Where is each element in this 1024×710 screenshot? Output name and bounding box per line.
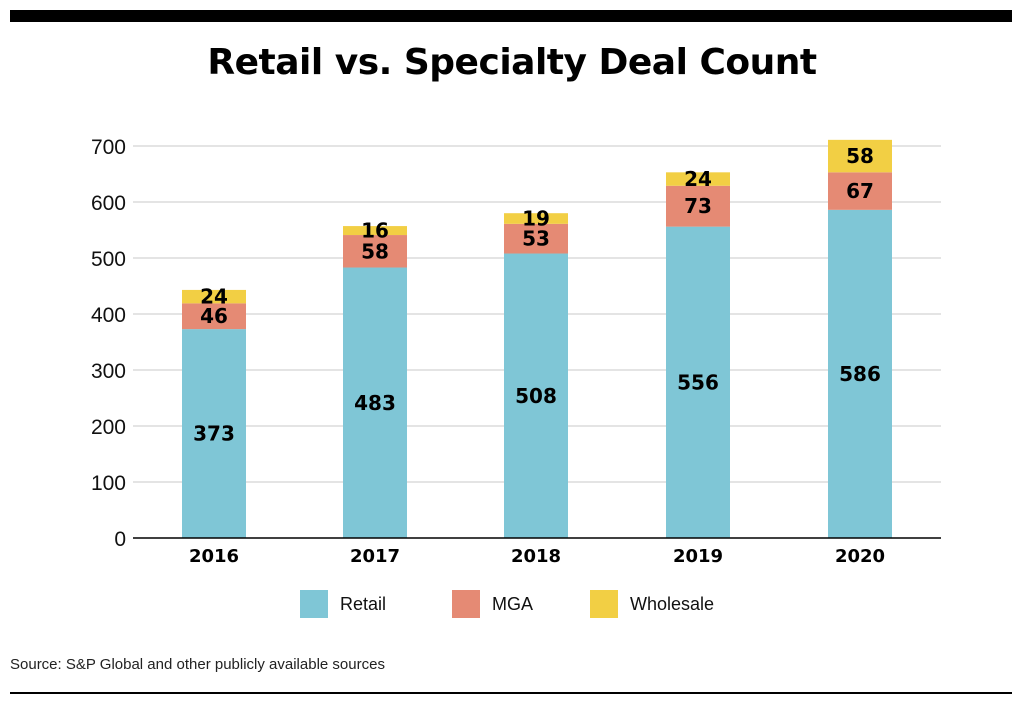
bar-retail-2017	[343, 267, 407, 538]
y-tick-label: 500	[91, 248, 126, 271]
legend-item-retail: Retail	[300, 589, 386, 619]
y-tick-label: 700	[91, 136, 126, 159]
stacked-bar-chart: 0100200300400500600700373462420164835816…	[91, 136, 941, 567]
data-label-mga-2017: 58	[361, 239, 389, 263]
legend-label-wholesale: Wholesale	[630, 593, 715, 614]
data-label-mga-2018: 53	[522, 227, 550, 251]
data-label-mga-2019: 73	[684, 194, 712, 218]
bar-wholesale-2017	[343, 226, 407, 236]
bar-retail-2018	[504, 253, 568, 538]
x-tick-label: 2016	[189, 546, 239, 567]
source-note: Source: S&P Global and other publicly av…	[10, 656, 385, 673]
data-label-retail-2016: 373	[193, 422, 235, 446]
data-label-retail-2018: 508	[515, 384, 557, 408]
y-tick-label: 200	[91, 416, 126, 439]
legend-label-retail: Retail	[340, 593, 387, 614]
y-tick-label: 100	[91, 472, 126, 495]
legend-swatch-retail	[300, 590, 328, 618]
bar-wholesale-2020	[828, 139, 892, 173]
bar-mga-2020	[828, 172, 892, 210]
bar-wholesale-2016	[182, 289, 246, 304]
bar-mga-2016	[182, 303, 246, 330]
data-label-wholesale-2018: 19	[522, 207, 550, 231]
data-label-retail-2019: 556	[677, 370, 719, 394]
x-tick-label: 2018	[511, 546, 561, 567]
bar-retail-2016	[182, 329, 246, 538]
x-tick-label: 2017	[350, 546, 400, 567]
y-tick-label: 0	[114, 528, 126, 551]
data-label-mga-2020: 67	[846, 179, 874, 203]
top-rule	[10, 10, 1012, 22]
legend-item-wholesale: Wholesale	[590, 589, 714, 619]
bar-wholesale-2019	[666, 172, 730, 186]
legend-item-mga: MGA	[452, 589, 533, 619]
bar-mga-2018	[504, 223, 568, 254]
legend: Retail MGA Wholesale	[0, 589, 1024, 619]
data-label-mga-2016: 46	[200, 304, 228, 328]
data-label-wholesale-2019: 24	[684, 167, 712, 191]
bar-mga-2019	[666, 185, 730, 227]
bar-retail-2020	[828, 209, 892, 538]
bottom-rule	[10, 692, 1012, 694]
data-label-retail-2020: 586	[839, 362, 881, 386]
data-label-wholesale-2016: 24	[200, 285, 228, 309]
y-tick-label: 600	[91, 192, 126, 215]
x-tick-label: 2020	[835, 546, 885, 567]
bar-mga-2017	[343, 235, 407, 268]
chart-title: Retail vs. Specialty Deal Count	[207, 42, 817, 83]
data-label-retail-2017: 483	[354, 391, 396, 415]
bar-retail-2019	[666, 226, 730, 538]
x-tick-label: 2019	[673, 546, 723, 567]
data-label-wholesale-2020: 58	[846, 144, 874, 168]
y-tick-label: 400	[91, 304, 126, 327]
legend-label-mga: MGA	[492, 593, 534, 614]
y-tick-label: 300	[91, 360, 126, 383]
bar-wholesale-2018	[504, 213, 568, 224]
legend-swatch-mga	[452, 590, 480, 618]
data-label-wholesale-2017: 16	[361, 219, 389, 243]
legend-swatch-wholesale	[590, 590, 618, 618]
